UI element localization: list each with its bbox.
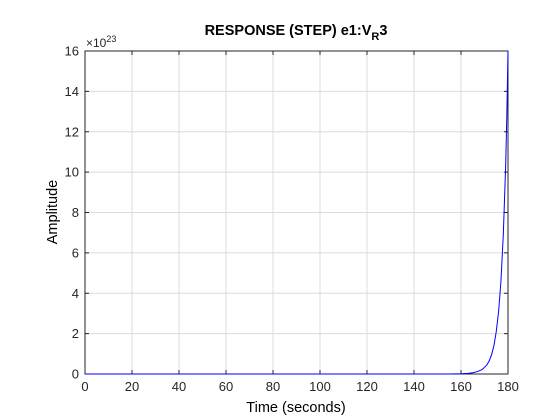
x-axis-label: Time (seconds) xyxy=(246,400,345,416)
x-tick-label: 140 xyxy=(403,379,425,394)
y-tick-label: 16 xyxy=(65,44,79,59)
y-exponent-label: ×1023 xyxy=(86,34,116,50)
x-tick-label: 180 xyxy=(497,379,519,394)
x-tick-label: 0 xyxy=(81,379,88,394)
y-tick-label: 8 xyxy=(72,205,79,220)
series-layer xyxy=(85,50,509,375)
y-axis-label: Amplitude xyxy=(45,180,61,244)
chart-title-suffix: 3 xyxy=(379,23,387,39)
chart-title-main: RESPONSE (STEP) e1:V xyxy=(205,23,372,39)
chart-title-subscript: R xyxy=(371,31,379,43)
y-tick-label: 0 xyxy=(72,367,79,382)
x-tick-label: 100 xyxy=(309,379,331,394)
x-tick-label: 60 xyxy=(219,379,233,394)
x-tick-label: 20 xyxy=(125,379,139,394)
series-line xyxy=(85,50,509,375)
grid xyxy=(85,51,508,374)
y-tick-label: 6 xyxy=(72,245,79,260)
y-tick-label: 2 xyxy=(72,326,79,341)
y-tick-label: 14 xyxy=(65,84,79,99)
axes: 0 20 40 60 80 100 120 140 160 180 0 2 4 6 8 10 12 14 16 xyxy=(65,44,519,395)
x-tick-label: 80 xyxy=(266,379,280,394)
chart-title: RESPONSE (STEP) e1:VR3 xyxy=(205,23,388,43)
x-tick-label: 40 xyxy=(172,379,186,394)
x-tick-label: 120 xyxy=(356,379,378,394)
x-tick-label: 160 xyxy=(450,379,472,394)
y-exponent-base: ×10 xyxy=(86,36,107,50)
y-tick-label: 12 xyxy=(65,124,79,139)
y-exponent-power: 23 xyxy=(106,34,116,44)
y-tick-label: 10 xyxy=(65,165,79,180)
y-tick-label: 4 xyxy=(72,286,79,301)
